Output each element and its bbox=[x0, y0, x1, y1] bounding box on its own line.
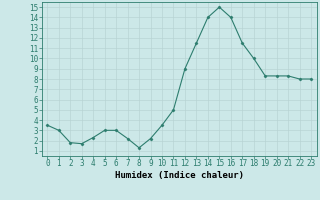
X-axis label: Humidex (Indice chaleur): Humidex (Indice chaleur) bbox=[115, 171, 244, 180]
